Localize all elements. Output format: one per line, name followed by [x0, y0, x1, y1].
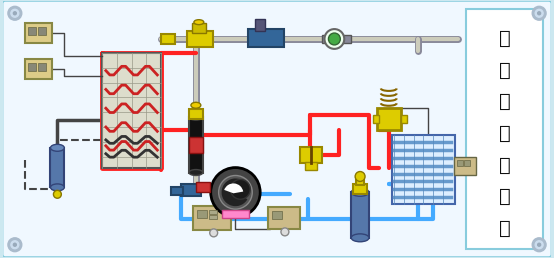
Bar [356, 178, 364, 186]
Bar [25, 59, 53, 78]
Circle shape [535, 9, 543, 17]
Circle shape [11, 241, 19, 249]
Bar [353, 184, 367, 194]
Bar [454, 157, 476, 174]
Bar [189, 137, 203, 153]
Bar [50, 148, 64, 187]
Circle shape [13, 243, 16, 246]
Bar [466, 9, 543, 249]
Circle shape [211, 168, 260, 217]
Bar [209, 215, 217, 219]
Bar [193, 206, 230, 230]
Bar [377, 108, 401, 130]
Circle shape [230, 180, 250, 199]
Text: 示: 示 [499, 156, 510, 175]
Bar [197, 210, 207, 218]
Ellipse shape [189, 114, 203, 120]
Bar [189, 109, 203, 119]
Text: 意: 意 [499, 187, 510, 206]
Circle shape [538, 12, 541, 15]
Circle shape [281, 228, 289, 236]
Ellipse shape [50, 144, 64, 151]
Circle shape [532, 6, 546, 20]
Bar [321, 35, 335, 43]
Ellipse shape [351, 234, 369, 242]
Ellipse shape [194, 20, 204, 25]
Ellipse shape [189, 170, 203, 175]
Wedge shape [222, 179, 248, 206]
Bar [171, 187, 183, 195]
Wedge shape [224, 183, 243, 193]
Circle shape [210, 229, 218, 237]
Circle shape [53, 190, 61, 198]
Ellipse shape [191, 102, 201, 108]
Circle shape [219, 175, 252, 209]
Bar [464, 160, 470, 166]
Bar [255, 19, 265, 31]
Bar [305, 162, 316, 170]
Bar [248, 29, 284, 47]
Bar [28, 63, 35, 71]
Circle shape [13, 12, 16, 15]
Circle shape [8, 238, 22, 252]
Bar [457, 160, 463, 166]
Circle shape [11, 9, 19, 17]
Bar [181, 184, 201, 196]
Bar [373, 115, 379, 123]
Bar [192, 23, 206, 33]
Bar [337, 35, 351, 43]
Circle shape [535, 241, 543, 249]
Circle shape [355, 172, 365, 181]
Bar [401, 115, 407, 123]
Ellipse shape [50, 184, 64, 191]
Bar [189, 117, 203, 173]
Bar [272, 211, 282, 219]
Bar [25, 23, 53, 43]
Bar [187, 31, 213, 47]
Text: 冷: 冷 [499, 61, 510, 80]
Text: 系: 系 [499, 92, 510, 111]
Circle shape [532, 238, 546, 252]
Bar [38, 27, 45, 35]
Bar [38, 63, 45, 71]
Text: 制: 制 [499, 29, 510, 48]
Bar [300, 147, 321, 163]
Bar [222, 210, 249, 218]
Circle shape [329, 33, 340, 45]
Bar [196, 182, 210, 192]
Bar [161, 34, 175, 44]
Circle shape [8, 6, 22, 20]
Bar [351, 192, 369, 238]
Bar [28, 27, 35, 35]
Bar [209, 210, 217, 214]
Bar [268, 207, 300, 229]
Text: 图: 图 [499, 219, 510, 238]
Text: 统: 统 [499, 124, 510, 143]
Circle shape [325, 29, 344, 49]
Circle shape [538, 243, 541, 246]
Bar [102, 53, 161, 168]
Ellipse shape [351, 188, 369, 196]
Bar [392, 135, 455, 204]
